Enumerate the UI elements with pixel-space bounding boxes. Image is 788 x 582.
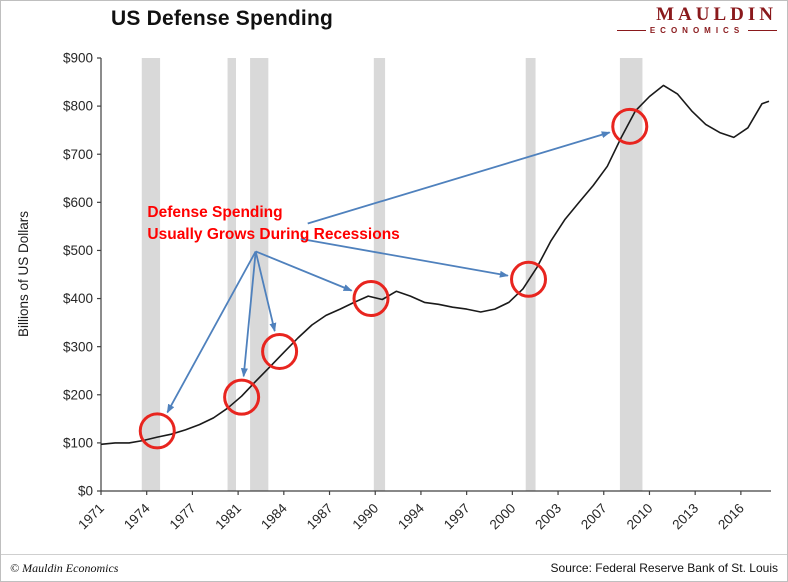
recession-highlight-circle bbox=[223, 378, 261, 416]
y-tick-label: $100 bbox=[63, 435, 93, 450]
recession-band bbox=[373, 58, 386, 491]
x-tick-label: 1984 bbox=[258, 500, 290, 532]
logo-rule-right bbox=[748, 30, 777, 31]
annotation-arrow bbox=[255, 250, 353, 292]
defense-spending-line bbox=[100, 84, 770, 446]
y-tick-label: $500 bbox=[63, 243, 93, 258]
y-tick-label: $0 bbox=[78, 484, 93, 499]
x-tick-label: 1990 bbox=[349, 501, 381, 533]
recession-band bbox=[227, 58, 237, 491]
y-tick-label: $300 bbox=[63, 339, 93, 354]
recession-band bbox=[525, 58, 536, 491]
x-tick-label: 1981 bbox=[212, 501, 244, 533]
logo-rule-left bbox=[617, 30, 646, 31]
x-tick-label: 2007 bbox=[578, 501, 610, 533]
recession-band bbox=[619, 58, 643, 491]
y-tick-label: $900 bbox=[63, 51, 93, 66]
x-tick-label: 2003 bbox=[532, 501, 564, 533]
annotation-arrow bbox=[166, 250, 257, 414]
annotation-arrow bbox=[254, 251, 277, 333]
x-tick-label: 2013 bbox=[669, 501, 701, 533]
x-tick-label: 1971 bbox=[75, 501, 107, 533]
x-tick-label: 1997 bbox=[441, 501, 473, 533]
annotation-arrow bbox=[307, 131, 611, 225]
x-tick-label: 1987 bbox=[304, 501, 336, 533]
annotation-arrow bbox=[240, 251, 257, 378]
footer: © Mauldin Economics Source: Federal Rese… bbox=[1, 554, 787, 581]
copyright-text: © Mauldin Economics bbox=[10, 560, 119, 575]
logo-mauldin-text: MAULDIN bbox=[656, 4, 777, 25]
recession-highlight-circle bbox=[611, 107, 649, 145]
recession-band bbox=[141, 58, 161, 491]
y-tick-label: $600 bbox=[63, 195, 93, 210]
logo-economics-text: ECONOMICS bbox=[649, 26, 745, 35]
y-tick-label: $200 bbox=[63, 387, 93, 402]
annotation-arrow bbox=[300, 238, 509, 278]
x-tick-label: 1974 bbox=[121, 500, 153, 532]
x-tick-label: 2016 bbox=[715, 501, 747, 533]
x-tick-label: 2010 bbox=[624, 501, 656, 533]
annotation-text-line: Usually Grows During Recessions bbox=[147, 226, 399, 243]
recession-highlight-circle bbox=[261, 332, 299, 370]
page-title: US Defense Spending bbox=[111, 7, 334, 30]
recession-highlight-circle bbox=[352, 280, 390, 318]
mauldin-economics-logo: MAULDIN ECONOMICS bbox=[617, 5, 777, 35]
x-tick-label: 1994 bbox=[395, 500, 427, 532]
x-tick-label: 1977 bbox=[167, 501, 199, 533]
source-text: Source: Federal Reserve Bank of St. Loui… bbox=[550, 561, 778, 575]
annotation-text-line: Defense Spending bbox=[147, 204, 282, 221]
recession-highlight-circle bbox=[138, 412, 176, 450]
recession-highlight-circle bbox=[510, 260, 548, 298]
x-tick-label: 2000 bbox=[487, 501, 519, 533]
logo-economics-row: ECONOMICS bbox=[617, 26, 777, 35]
y-tick-label: $800 bbox=[63, 99, 93, 114]
y-tick-label: $700 bbox=[63, 147, 93, 162]
y-tick-label: $400 bbox=[63, 291, 93, 306]
